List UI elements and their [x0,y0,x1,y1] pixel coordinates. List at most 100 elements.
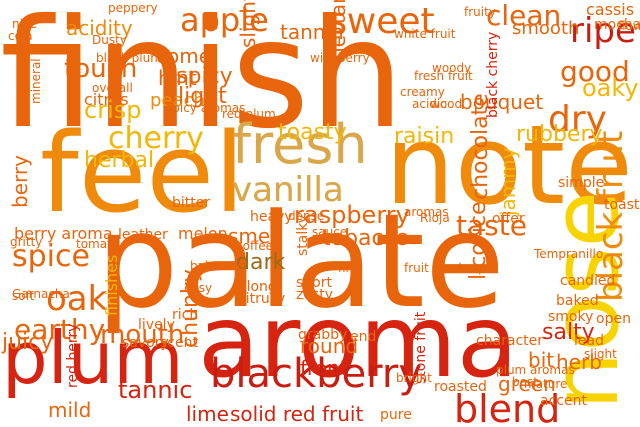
cloud-word-spicy: spicy [176,64,233,89]
cloud-word-mouth: mouth [100,320,185,350]
cloud-word-mocha: mocha [594,17,640,33]
cloud-word-ripe: ripe [570,11,636,51]
cloud-word-blend: blend [454,387,561,427]
cloud-word-oak: oak [46,279,108,319]
cloud-word-aroma: aroma [198,283,519,400]
cloud-word-overall: overall [92,81,133,95]
cloud-word-fruit: fruit [404,261,429,275]
cloud-word-fresh-fruit: fresh fruit [414,69,473,83]
cloud-word-smooth: smooth [512,18,580,39]
cloud-word-crisp: crisp [84,96,142,124]
cloud-word-bit: bit [528,348,555,372]
cloud-word-short: short [296,275,332,291]
cloud-word-soft: soft [12,289,35,303]
cloud-word-lead: lead [574,333,604,349]
cloud-word-tomato: tomato [76,237,120,251]
cloud-word-tannic: tannic [118,376,193,404]
cloud-word-balanced: balanced [190,259,245,273]
cloud-word-berry-aroma: berry aroma [14,224,113,243]
cloud-word-smell: smell [228,224,282,248]
cloud-word-aromas: aromas [404,205,449,219]
cloud-word-berry: berry [8,155,32,208]
cloud-word-best: best [512,375,538,389]
cloud-word-cassis: cassis [586,0,635,19]
cloud-word-good: good [560,55,630,88]
cloud-word-sharp: sharp [452,261,486,275]
cloud-word-smoky: smoky [548,309,594,325]
cloud-word-offer: offer [492,211,525,227]
cloud-word-lively: lively [138,317,175,333]
cloud-word-heavy: heavy [250,209,293,225]
cloud-word-spice: spice [12,239,90,274]
cloud-word-coffee: coffee [236,239,273,253]
cloud-word-dry: dry [548,99,607,140]
cloud-word-black-cherry: black cherry [485,31,501,118]
cloud-word-oaky: oaky [582,74,639,102]
cloud-word-garnacha: Garnacha [12,287,70,301]
cloud-word-slight: slight [584,347,617,361]
cloud-word-end: end [350,329,377,345]
cloud-word-tempranillo: Tempranillo [534,247,604,261]
cloud-word-solid-red-fruit: solid red fruit [230,402,364,426]
cloud-word-green: green [498,372,556,396]
cloud-word-blackberry: blackberry [210,351,423,397]
cloud-word-easy: easy [184,281,213,295]
cloud-word-baked: baked [556,293,599,309]
cloud-word-along: along [238,279,277,295]
cloud-word-scent: scent [160,335,198,351]
cloud-word-herb: herb [556,350,602,374]
cloud-word-candied: candied [560,273,616,289]
cloud-word-tannin: tannin [280,20,344,44]
cloud-word-slightly: slightly [236,0,260,48]
cloud-word-apple: apple [180,1,269,39]
cloud-word-sauce: sauce [312,225,348,239]
cloud-word-melon: melon [178,224,228,243]
cloud-word-spicy-aromas: spicy aromas [166,101,246,115]
cloud-word-mature: mature [524,377,568,391]
cloud-word-grabby: grabby [298,327,348,343]
cloud-word-note: note [385,101,633,229]
cloud-word-mineral: mineral [29,58,43,104]
cloud-word-cola: cola [8,29,33,43]
cloud-word-fresh: fresh [232,113,368,176]
cloud-word-lime: lime [186,402,229,426]
cloud-word-tobacco: tobacco [322,226,410,251]
cloud-word-citrus: citrus [84,90,129,109]
cloud-word-herbal: herbal [84,148,155,173]
cloud-word-peach: peach [150,90,205,111]
cloud-word-raspberry: raspberry [294,201,410,229]
cloud-word-front: front [300,356,348,380]
cloud-word-plum-aromas: plum aromas [496,363,575,377]
cloud-word-white-fruit: white fruit [394,27,456,41]
cloud-word-bright: bright [396,371,432,385]
cloud-word-fruity: fruity [464,5,496,19]
cloud-word-flower: flower [618,19,640,33]
cloud-word-simple: simple [558,175,605,191]
cloud-word-clean: clean [486,0,562,32]
cloud-word-toasty: toasty [278,120,347,145]
cloud-word-zesty: zesty [296,287,334,303]
cloud-word-dark: dark [236,250,286,275]
cloud-word-plum: plum [2,316,184,400]
cloud-word-sweet: sweet [328,1,435,42]
cloud-word-bouquet: bouquet [460,90,544,114]
cloud-word-peppery: peppery [108,1,158,15]
cloud-word-creamy: creamy [400,85,445,99]
cloud-word-red-berry: red berry [65,323,81,388]
cloud-word-red-plum: red plum [222,107,276,121]
cloud-word-acidic: acidic [412,97,447,111]
cloud-word-mild: mild [48,398,92,422]
cloud-word-woody: woody [432,61,472,75]
cloud-word-feel: feel [40,109,245,237]
cloud-word-raisin: raisin [394,124,455,149]
cloud-word-light: light [178,84,227,109]
cloud-word-finish: finish [0,0,405,162]
cloud-word-come: come [156,44,212,68]
cloud-word-rich: rich [172,307,199,323]
cloud-word-finishes: finishes [102,254,121,316]
cloud-word-salty: salty [542,320,595,345]
cloud-word-wood: wood [430,97,463,111]
cloud-word-black-plum: black plum [96,51,162,65]
cloud-word-pure: pure [380,407,412,423]
